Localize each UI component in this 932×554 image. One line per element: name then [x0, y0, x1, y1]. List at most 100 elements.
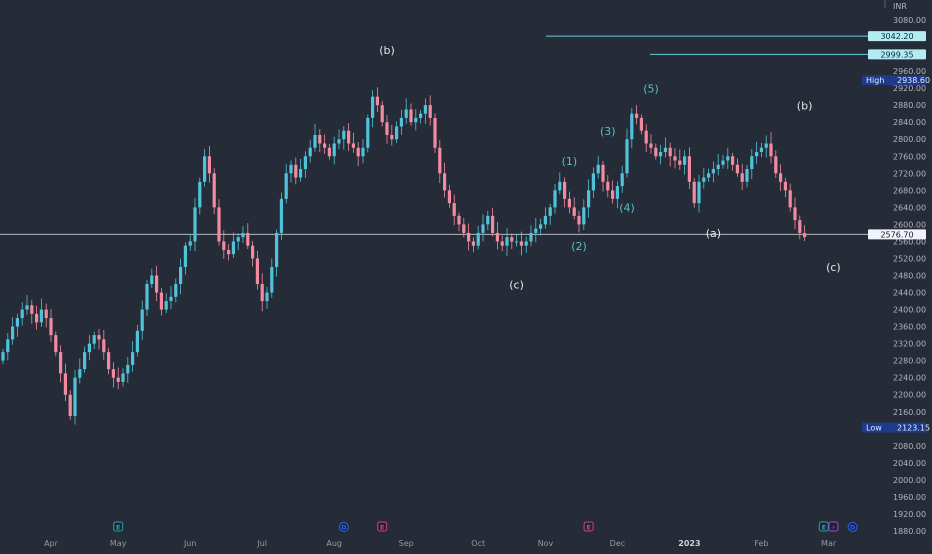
candle-body [673, 156, 677, 161]
candle-body [447, 190, 451, 204]
candle-body [803, 232, 807, 238]
candle-body [457, 215, 461, 225]
x-tick-label: Feb [754, 539, 768, 548]
candle-body [649, 143, 653, 148]
candle-body [30, 305, 34, 314]
candle-body [279, 198, 283, 233]
candle-body [587, 190, 591, 208]
candle-body [275, 232, 279, 267]
target-level-tag [868, 49, 926, 60]
candle-body [471, 241, 475, 246]
candle-body [78, 369, 82, 378]
candle-body [270, 266, 274, 293]
candle-body [313, 134, 317, 148]
candle-body [553, 190, 557, 208]
candle-body [183, 245, 187, 267]
high-label: High [866, 76, 884, 85]
y-tick-label: 2800.00 [893, 135, 926, 144]
event-marker-text: D [341, 524, 347, 532]
earnings-event-icon[interactable] [818, 521, 829, 532]
candle-body [683, 156, 687, 165]
candle-body [1, 352, 5, 361]
wave-label: (5) [643, 82, 659, 95]
candle-body [731, 156, 735, 165]
candle-body [404, 109, 408, 118]
wave-label: (4) [619, 202, 635, 215]
candle-body [606, 181, 610, 191]
candle-body [519, 241, 523, 246]
candle-body [15, 318, 19, 327]
candle-body [97, 335, 101, 340]
candle-body [524, 241, 528, 246]
candle-body [668, 147, 672, 157]
candle-body [150, 275, 154, 285]
candle-body [155, 275, 159, 293]
x-tick-label: Apr [44, 539, 59, 548]
candle-body [164, 301, 168, 310]
candle-body [25, 305, 29, 310]
candle-body [371, 96, 375, 118]
candle-body [198, 181, 202, 208]
candle-body [443, 173, 447, 191]
candle-body [83, 352, 87, 370]
candle-body [697, 181, 701, 204]
candle-body [39, 309, 43, 323]
split-event-icon[interactable] [828, 521, 839, 532]
candle-body [428, 105, 432, 118]
candle-body [303, 156, 307, 170]
earnings-event-icon[interactable] [113, 521, 124, 532]
candle-body [337, 139, 341, 144]
candle-body [44, 309, 48, 319]
candle-body [347, 130, 351, 144]
candle-body [769, 143, 773, 157]
earnings-event-icon[interactable] [583, 521, 594, 532]
candle-body [659, 152, 663, 157]
candle-body [289, 164, 293, 174]
candle-body [308, 147, 312, 157]
candle-body [327, 147, 331, 157]
candle-body [126, 364, 130, 374]
candle-body [567, 198, 571, 208]
earnings-event-icon[interactable] [377, 521, 388, 532]
candle-body [596, 164, 600, 174]
x-tick-label: Dec [610, 539, 625, 548]
candle-body [563, 181, 567, 199]
candle-body [644, 130, 648, 144]
candle-body [375, 96, 379, 106]
dividend-event-icon[interactable] [847, 522, 858, 532]
candle-body [179, 266, 183, 285]
candle-body [380, 105, 384, 123]
y-tick-label: 2200.00 [893, 391, 926, 400]
candle-body [6, 339, 10, 353]
y-tick-label: 2160.00 [893, 408, 926, 417]
candle-body [515, 241, 519, 243]
candle-body [131, 352, 135, 365]
candle-body [591, 173, 595, 191]
candle-body [111, 369, 115, 378]
candle-body [711, 169, 715, 174]
y-tick-label: 2280.00 [893, 357, 926, 366]
wave-label: (c) [826, 261, 841, 274]
candle-body [63, 373, 67, 395]
candle-body [491, 215, 495, 233]
candle-body [251, 245, 255, 259]
candle-body [654, 147, 658, 157]
candle-body [59, 352, 63, 374]
candle-body [611, 190, 615, 199]
y-tick-label: 2320.00 [893, 340, 926, 349]
candle-body [438, 147, 442, 174]
candle-body [92, 335, 96, 344]
event-marker-text: E [116, 524, 120, 532]
high-value: 2938.60 [897, 76, 930, 85]
candle-body [500, 241, 504, 246]
candle-body [116, 377, 120, 382]
candle-body [798, 220, 802, 233]
low-tag [862, 422, 926, 433]
dividend-event-icon[interactable] [338, 522, 349, 532]
candle-body [390, 134, 394, 140]
candle-body [323, 143, 327, 148]
candle-body [635, 113, 639, 118]
candle-body [510, 237, 514, 242]
